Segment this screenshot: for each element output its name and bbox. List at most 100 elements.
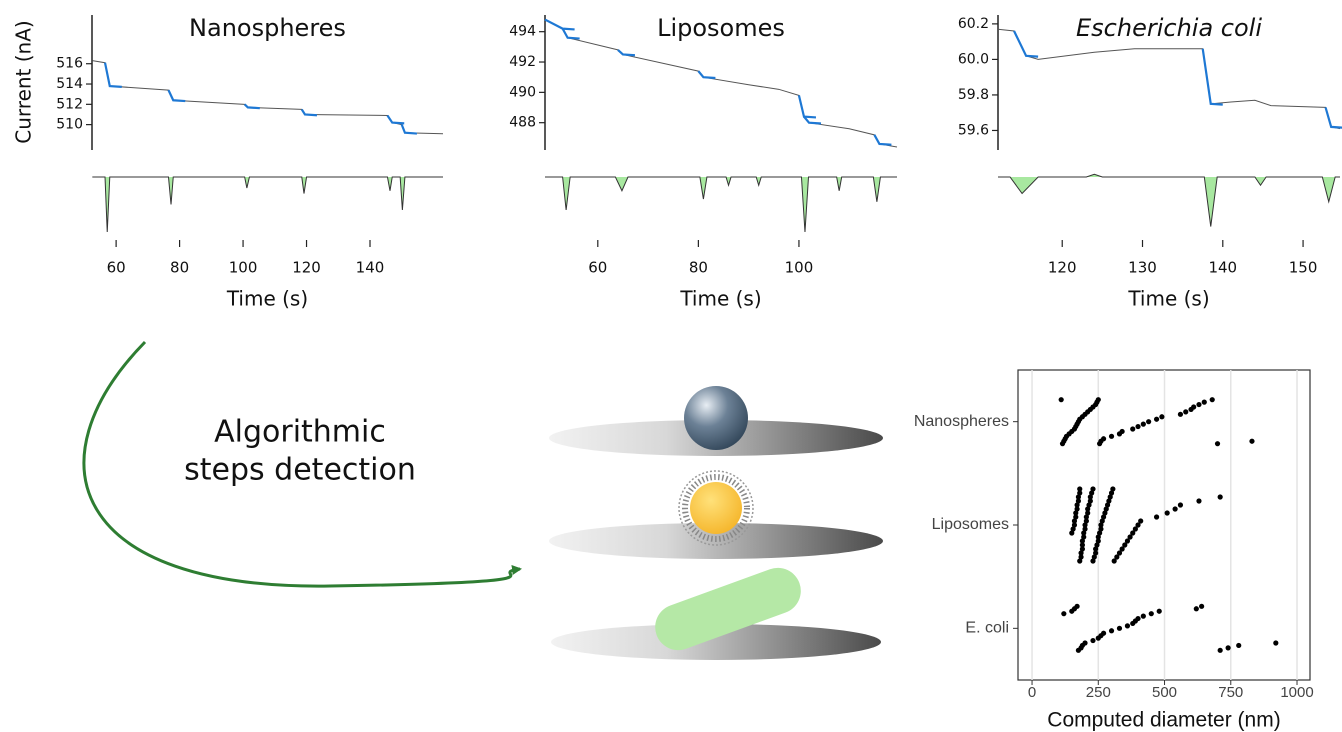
data-point [1178,502,1183,507]
data-point [1141,614,1146,619]
data-point [1101,631,1106,636]
data-point [1059,397,1064,402]
y-axis-label: Current (nA) [12,20,36,143]
step-segment [698,71,715,78]
data-point [1138,518,1143,523]
y-tick-label: 490 [509,84,536,100]
data-point [1154,514,1159,519]
data-point [1178,412,1183,417]
step-segment [105,63,122,87]
data-point [1130,426,1135,431]
data-point [1249,439,1254,444]
y-tick-label: 510 [56,117,83,133]
step-segment [1326,107,1342,127]
data-point [1199,604,1204,609]
x-tick-label: 0 [1028,684,1036,701]
x-axis-label: Computed diameter (nm) [1047,709,1280,732]
y-tick-label: 516 [56,56,83,72]
y-tick-label: Liposomes [932,516,1009,533]
step-segment [302,109,317,115]
annotation: Algorithmic [214,415,386,450]
x-axis-label: Time (s) [679,287,761,311]
panel-title: Nanospheres [189,14,346,42]
data-point [1135,616,1140,621]
step-segment [874,135,891,145]
y-tick-label: 59.8 [958,87,989,103]
data-point [1226,645,1231,650]
x-tick-label: 60 [588,259,607,277]
x-axis-label: Time (s) [1127,287,1209,311]
data-point [1202,400,1207,405]
data-point [1154,417,1159,422]
data-point [1159,414,1164,419]
x-tick-label: 150 [1289,259,1318,277]
data-point [1096,397,1101,402]
x-tick-label: 80 [689,259,708,277]
step-segment [245,104,260,108]
data-point [1191,404,1196,409]
data-point [1218,648,1223,653]
x-tick-label: 80 [170,259,189,277]
x-tick-label: 1000 [1280,684,1313,701]
data-point [1110,486,1115,491]
data-point [1135,424,1140,429]
figure: Algorithmic steps detection Nanospheres 5… [0,0,1342,732]
x-tick-label: 100 [785,259,814,277]
derivative-trace [998,174,1340,226]
x-tick-label: 100 [229,259,258,277]
y-tick-label: 492 [509,54,536,70]
y-tick-label: 514 [56,76,83,92]
data-point [1074,604,1079,609]
x-tick-label: 140 [356,259,385,277]
derivative-trace [545,177,897,232]
panel-title: Escherichia coli [1076,14,1262,42]
data-point [1120,429,1125,434]
x-tick-label: 120 [292,259,321,277]
data-point [1141,422,1146,427]
annotation: steps detection [184,453,416,488]
derivative-fill [545,177,897,232]
y-tick-label: 59.6 [958,122,989,138]
step-segment [799,95,816,117]
step-segment [168,90,185,101]
x-tick-label: 130 [1128,259,1157,277]
data-point [1183,409,1188,414]
y-tick-label: 60.2 [958,16,989,32]
y-tick-label: 494 [509,24,536,40]
step-segment [1014,31,1038,57]
data-point [1109,434,1114,439]
data-point [1196,402,1201,407]
data-point [1273,640,1278,645]
data-point [1117,626,1122,631]
data-point [1194,606,1199,611]
y-tick-label: Nanospheres [914,413,1009,430]
step-segment [545,20,575,30]
x-tick-label: 500 [1152,684,1177,701]
step-segment [387,115,404,123]
data-point [1109,628,1114,633]
data-point [1165,510,1170,515]
data-point [1157,609,1162,614]
step-segment [402,125,417,134]
data-point [1101,436,1106,441]
x-tick-label: 140 [1208,259,1237,277]
derivative-trace [92,177,443,232]
data-point [1090,486,1095,491]
current-trace [998,29,1340,128]
y-tick-label: 488 [509,115,536,131]
data-point [1146,419,1151,424]
current-trace [92,61,443,134]
step-segment [618,50,635,55]
data-point [1236,643,1241,648]
x-tick-label: 60 [107,259,126,277]
step-segment [1203,49,1223,105]
y-tick-label: 512 [56,96,83,112]
y-tick-label: 60.0 [958,51,989,67]
data-point [1210,397,1215,402]
x-tick-label: 750 [1218,684,1243,701]
y-tick-label: E. coli [965,620,1009,637]
data-point [1196,498,1201,503]
x-tick-label: 250 [1086,684,1111,701]
data-point [1082,640,1087,645]
data-point [1215,441,1220,446]
